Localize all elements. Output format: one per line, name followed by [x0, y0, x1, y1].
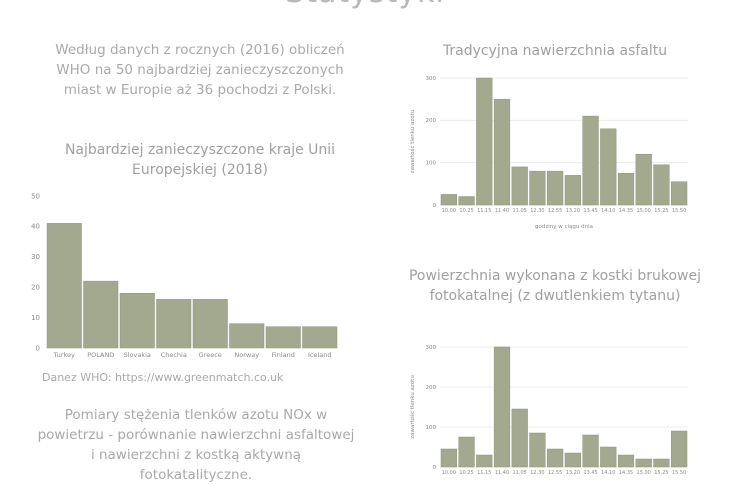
x-tick-label: 13.20	[566, 208, 580, 214]
countries-chart-title: Najbardziej zanieczyszczone kraje Unii E…	[64, 142, 336, 178]
paving-bar-chart: 0 100 200 300 10.00 10.25 11.15 11.40 11.05 12.30…	[409, 345, 688, 476]
x-tick-label: 15.25	[654, 208, 668, 214]
bar-asphalt-13	[671, 181, 688, 206]
bar-paving-1	[458, 436, 475, 468]
bar-paving-0	[440, 448, 457, 468]
bar-asphalt-0	[440, 194, 457, 206]
y-tick-label: 300	[426, 345, 437, 351]
asphalt-chart-title: Tradycyjna nawierzchnia asfaltu	[442, 43, 668, 59]
x-tick-label: 14.10	[601, 208, 615, 214]
bar-countries-7	[302, 326, 338, 349]
bar-asphalt-3	[493, 98, 511, 206]
source-note: Danez WHO: https://www.greenmatch.co.uk	[42, 371, 284, 384]
bar-paving-12	[653, 458, 670, 468]
bar-countries-4	[192, 299, 228, 349]
x-tick-label: 15.00	[637, 470, 651, 476]
x-axis-label: godziny w ciągu dnia	[535, 224, 593, 230]
x-tick-label: 14.35	[619, 208, 633, 214]
bar-countries-5	[229, 323, 265, 349]
paving-chart-title: Powierzchnia wykonana z kostki brukowej …	[408, 268, 702, 304]
intro-text: Według danych z rocznych (2016) obliczeń…	[55, 42, 345, 98]
x-tick-label: 15.50	[672, 470, 686, 476]
x-tick-label: Norway	[234, 351, 259, 359]
x-tick-label: 10.00	[442, 208, 456, 214]
x-tick-label: 12.30	[530, 470, 544, 476]
x-tick-label: 11.05	[513, 208, 527, 214]
y-tick-label: 300	[426, 76, 437, 82]
y-axis-label: zawartość tlenku azotu	[409, 375, 416, 439]
bar-paving-2	[476, 454, 493, 468]
bar-countries-0	[46, 223, 82, 349]
bar-paving-9	[600, 446, 617, 468]
x-tick-label: 15.50	[672, 208, 686, 214]
x-tick-label: 10.25	[459, 208, 473, 214]
bar-countries-1	[83, 280, 119, 349]
bar-asphalt-2	[476, 77, 493, 206]
x-tick-label: 10.00	[442, 470, 456, 476]
x-tick-label: 15.25	[654, 470, 668, 476]
x-tick-label: 12.55	[548, 470, 562, 476]
bar-paving-3	[493, 346, 511, 468]
bar-asphalt-7	[564, 175, 581, 206]
bar-paving-13	[671, 430, 688, 468]
bar-asphalt-10	[617, 173, 635, 206]
x-tick-label: 11.40	[495, 470, 509, 476]
y-tick-label: 10	[31, 314, 40, 322]
y-tick-label: 20	[31, 284, 40, 292]
bar-asphalt-9	[600, 128, 617, 206]
x-tick-label: 13.20	[566, 470, 580, 476]
x-tick-label: 10.25	[459, 470, 473, 476]
x-tick-label: Turkey	[53, 351, 75, 359]
bar-asphalt-6	[547, 170, 564, 206]
bar-asphalt-11	[635, 153, 652, 206]
x-tick-label: Chechia	[161, 351, 187, 359]
bar-paving-6	[547, 448, 564, 468]
bar-countries-3	[156, 299, 192, 349]
x-tick-label: 13.45	[583, 208, 597, 214]
bar-asphalt-4	[511, 166, 528, 206]
bar-countries-6	[265, 326, 301, 349]
y-tick-label: 0	[433, 203, 437, 209]
y-tick-label: 0	[36, 344, 40, 352]
x-tick-label: 11.40	[495, 208, 509, 214]
bar-paving-7	[564, 452, 581, 468]
bar-paving-11	[635, 458, 652, 468]
y-tick-label: 50	[31, 192, 40, 200]
y-tick-label: 40	[31, 223, 40, 231]
page-heading: Statystyki	[0, 0, 730, 8]
x-tick-label: Slovakia	[124, 351, 151, 359]
x-tick-label: 12.55	[548, 208, 562, 214]
x-tick-label: 15.00	[637, 208, 651, 214]
y-tick-label: 200	[426, 385, 437, 391]
y-axis-label: zawartość tlenku azotu	[409, 110, 416, 174]
y-tick-label: 100	[426, 161, 437, 167]
x-tick-label: POLAND	[87, 351, 114, 359]
x-tick-label: Finland	[272, 351, 295, 359]
bar-asphalt-8	[582, 115, 599, 206]
x-tick-label: 11.15	[477, 208, 491, 214]
x-tick-label: Iceland	[308, 351, 332, 359]
comparison-text: Pomiary stężenia tlenków azotu NOx w pow…	[37, 407, 355, 483]
x-tick-label: 11.05	[513, 470, 527, 476]
bar-paving-4	[511, 408, 528, 468]
bar-asphalt-1	[458, 196, 475, 206]
bar-countries-2	[119, 293, 155, 349]
y-tick-label: 200	[426, 118, 437, 124]
asphalt-bar-chart: 0 100 200 300 10.00 10.25 11.15 11.40 11.05 12.30…	[409, 76, 688, 230]
countries-bar-chart: 0 10 20 30 40 50 Turkey POLAND Slovakia Chechia Gr…	[31, 192, 338, 359]
x-tick-label: 11.15	[477, 470, 491, 476]
y-tick-label: 30	[31, 253, 40, 261]
bar-asphalt-12	[653, 164, 670, 206]
y-tick-label: 0	[433, 465, 437, 471]
x-tick-label: Greece	[199, 351, 222, 359]
bar-asphalt-5	[529, 170, 546, 206]
bar-paving-5	[529, 432, 546, 468]
x-tick-label: 12.30	[530, 208, 544, 214]
x-tick-label: 14.35	[619, 470, 633, 476]
x-tick-label: 14.10	[601, 470, 615, 476]
y-tick-label: 100	[426, 425, 437, 431]
bar-paving-10	[617, 454, 635, 468]
x-tick-label: 13.45	[583, 470, 597, 476]
bar-paving-8	[582, 434, 599, 468]
